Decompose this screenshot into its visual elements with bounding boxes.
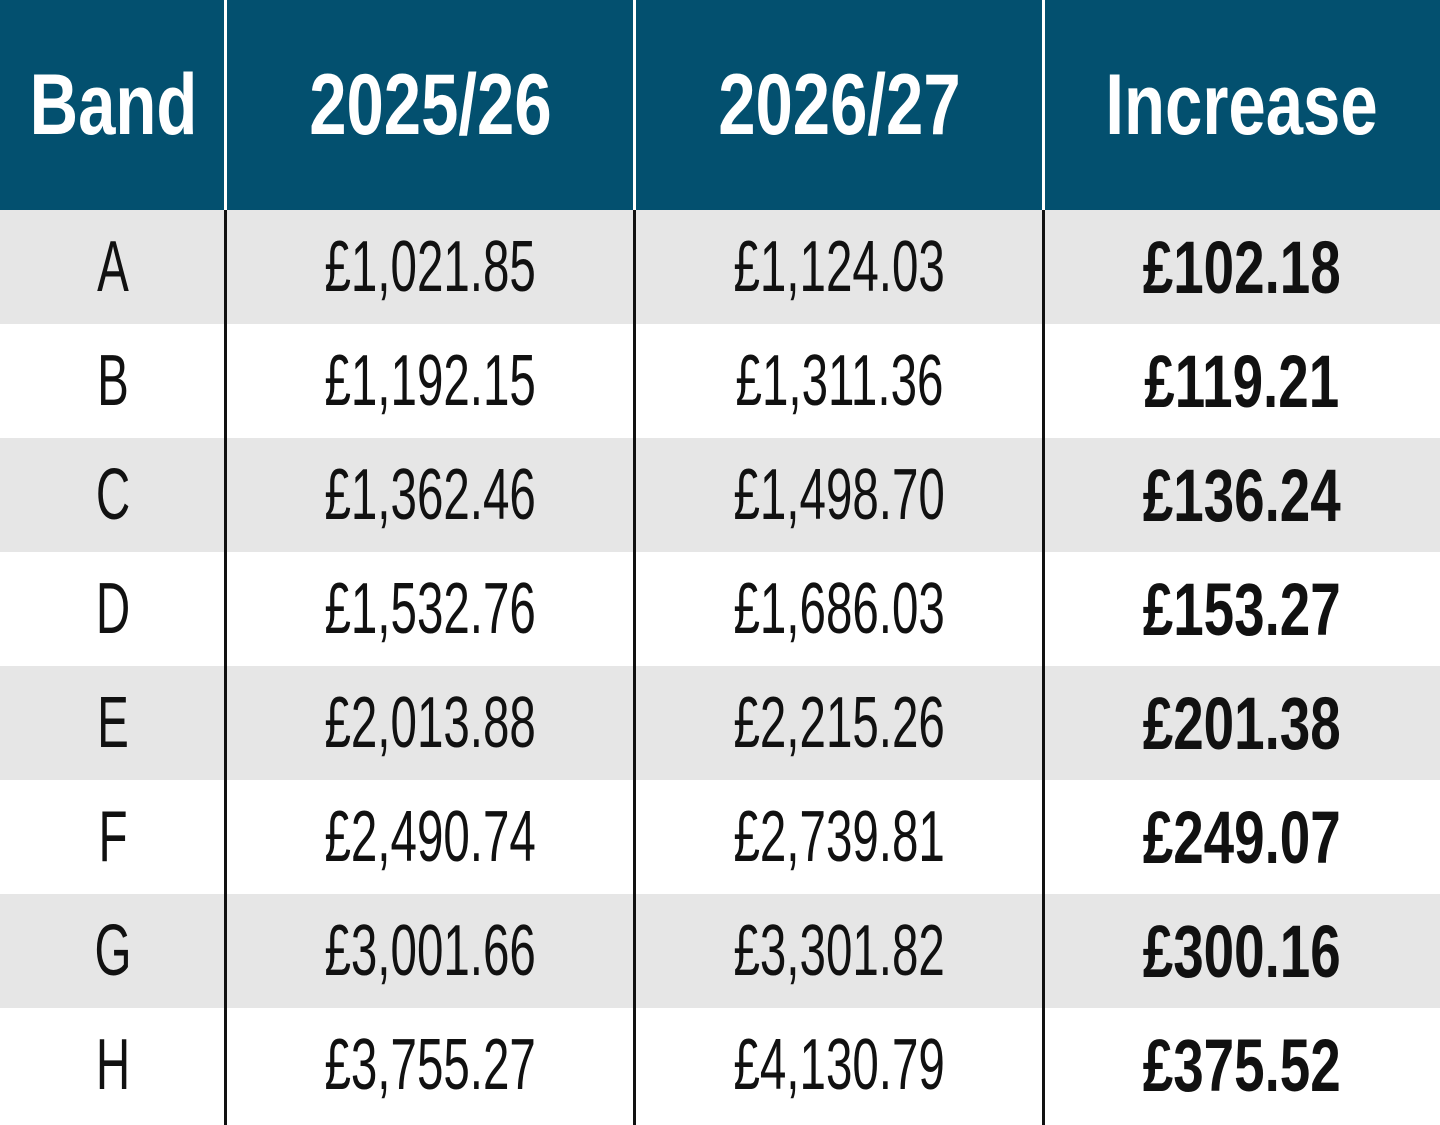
- cell-value-2026-27-text: £2,739.81: [733, 797, 946, 877]
- cell-value-2025-26-text: £3,755.27: [324, 1025, 537, 1105]
- cell-value-2025-26-text: £1,362.46: [324, 455, 537, 535]
- cell-increase-text: £300.16: [1143, 909, 1341, 993]
- cell-increase-text: £201.38: [1143, 681, 1341, 765]
- table-row: G £3,001.66 £3,301.82 £300.16: [0, 894, 1440, 1008]
- cell-band: F: [0, 780, 226, 894]
- header-band-label: Band: [29, 56, 197, 153]
- header-band: Band: [0, 0, 226, 210]
- cell-increase: £249.07: [1044, 780, 1440, 894]
- table-row: C £1,362.46 £1,498.70 £136.24: [0, 438, 1440, 552]
- header-2026-27-label: 2026/27: [718, 56, 961, 153]
- cell-increase-text: £119.21: [1144, 339, 1340, 423]
- cell-band-text: F: [98, 797, 128, 877]
- table-header: Band 2025/26 2026/27 Increase: [0, 0, 1440, 210]
- cell-band: G: [0, 894, 226, 1008]
- cell-value-2026-27: £1,311.36: [635, 324, 1044, 438]
- cell-value-2026-27: £2,215.26: [635, 666, 1044, 780]
- cell-band: H: [0, 1008, 226, 1122]
- cell-value-2025-26: £1,021.85: [226, 210, 635, 324]
- table-row: B £1,192.15 £1,311.36 £119.21: [0, 324, 1440, 438]
- table-row: E £2,013.88 £2,215.26 £201.38: [0, 666, 1440, 780]
- cell-increase-text: £375.52: [1143, 1023, 1341, 1107]
- cell-value-2025-26: £1,192.15: [226, 324, 635, 438]
- cell-band-text: D: [95, 569, 131, 649]
- header-column-divider: [224, 0, 227, 210]
- cell-band: C: [0, 438, 226, 552]
- cell-band-text: A: [97, 227, 129, 307]
- cell-value-2025-26-text: £2,490.74: [324, 797, 537, 877]
- cell-band: D: [0, 552, 226, 666]
- cell-value-2026-27-text: £2,215.26: [733, 683, 946, 763]
- body-column-divider: [1042, 210, 1045, 1125]
- cell-value-2026-27-text: £1,311.36: [735, 341, 944, 421]
- cell-increase: £136.24: [1044, 438, 1440, 552]
- cell-value-2026-27-text: £1,124.03: [733, 227, 946, 307]
- cell-value-2025-26: £1,532.76: [226, 552, 635, 666]
- cell-increase: £300.16: [1044, 894, 1440, 1008]
- cell-increase-text: £136.24: [1143, 453, 1341, 537]
- header-2025-26: 2025/26: [226, 0, 635, 210]
- header-2025-26-label: 2025/26: [309, 56, 552, 153]
- cell-value-2025-26: £2,490.74: [226, 780, 635, 894]
- cell-increase-text: £102.18: [1143, 225, 1341, 309]
- cell-value-2025-26-text: £1,532.76: [324, 569, 537, 649]
- header-2026-27: 2026/27: [635, 0, 1044, 210]
- cell-value-2025-26-text: £2,013.88: [324, 683, 537, 763]
- cell-increase: £102.18: [1044, 210, 1440, 324]
- cell-band: B: [0, 324, 226, 438]
- cell-increase: £153.27: [1044, 552, 1440, 666]
- cell-value-2026-27-text: £3,301.82: [733, 911, 946, 991]
- cell-value-2026-27-text: £1,686.03: [733, 569, 946, 649]
- body-column-divider: [633, 210, 636, 1125]
- cell-increase: £375.52: [1044, 1008, 1440, 1122]
- cell-band-text: C: [95, 455, 131, 535]
- cell-value-2026-27-text: £1,498.70: [733, 455, 946, 535]
- header-column-divider: [633, 0, 636, 210]
- cell-value-2025-26: £3,755.27: [226, 1008, 635, 1122]
- cell-value-2025-26-text: £3,001.66: [324, 911, 537, 991]
- cell-increase-text: £153.27: [1143, 567, 1341, 651]
- cell-increase: £119.21: [1044, 324, 1440, 438]
- cell-band-text: B: [97, 341, 129, 421]
- cell-value-2025-26-text: £1,021.85: [324, 227, 537, 307]
- body-column-divider: [224, 210, 227, 1125]
- cell-band: A: [0, 210, 226, 324]
- table-row: A £1,021.85 £1,124.03 £102.18: [0, 210, 1440, 324]
- header-increase-label: Increase: [1105, 56, 1379, 153]
- cell-increase-text: £249.07: [1143, 795, 1341, 879]
- cell-band-text: H: [95, 1025, 131, 1105]
- cell-band: E: [0, 666, 226, 780]
- cell-value-2026-27: £1,498.70: [635, 438, 1044, 552]
- header-increase: Increase: [1044, 0, 1440, 210]
- cell-value-2026-27: £3,301.82: [635, 894, 1044, 1008]
- cell-increase: £201.38: [1044, 666, 1440, 780]
- cell-value-2025-26-text: £1,192.15: [324, 341, 537, 421]
- cell-value-2026-27: £2,739.81: [635, 780, 1044, 894]
- cell-value-2026-27: £1,124.03: [635, 210, 1044, 324]
- cell-value-2025-26: £2,013.88: [226, 666, 635, 780]
- header-column-divider: [1042, 0, 1045, 210]
- table-row: D £1,532.76 £1,686.03 £153.27: [0, 552, 1440, 666]
- cell-value-2025-26: £3,001.66: [226, 894, 635, 1008]
- cell-value-2026-27: £4,130.79: [635, 1008, 1044, 1122]
- cell-value-2025-26: £1,362.46: [226, 438, 635, 552]
- cell-value-2026-27-text: £4,130.79: [733, 1025, 946, 1105]
- table-row: H £3,755.27 £4,130.79 £375.52: [0, 1008, 1440, 1122]
- cell-value-2026-27: £1,686.03: [635, 552, 1044, 666]
- cell-band-text: E: [97, 683, 129, 763]
- cell-band-text: G: [94, 911, 132, 991]
- table-row: F £2,490.74 £2,739.81 £249.07: [0, 780, 1440, 894]
